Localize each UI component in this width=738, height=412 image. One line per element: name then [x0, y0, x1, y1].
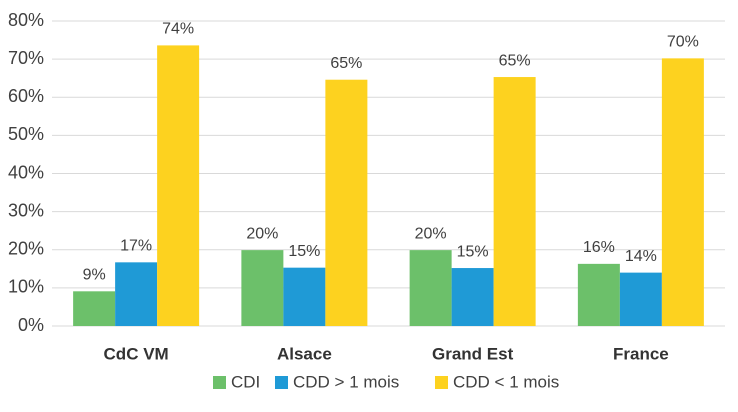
bar — [493, 77, 536, 326]
bar — [451, 268, 494, 326]
y-tick-label: 0% — [18, 315, 44, 335]
x-tick-label: France — [613, 344, 669, 363]
value-label: 9% — [83, 267, 106, 284]
value-label: 20% — [415, 225, 447, 242]
legend-swatch — [435, 376, 448, 389]
value-label: 65% — [330, 55, 362, 72]
bar — [661, 58, 704, 327]
bar — [73, 291, 116, 326]
x-tick-label: Grand Est — [432, 344, 514, 363]
y-tick-label: 80% — [8, 10, 44, 30]
bar — [157, 45, 200, 327]
legend-label: CDI — [231, 372, 260, 391]
bar — [409, 250, 452, 326]
value-label: 65% — [499, 52, 531, 69]
y-tick-label: 70% — [8, 48, 44, 68]
legend-label: CDD < 1 mois — [453, 372, 559, 391]
bar — [577, 263, 620, 326]
legend-swatch — [213, 376, 226, 389]
y-tick-label: 10% — [8, 277, 44, 297]
legend-swatch — [275, 376, 288, 389]
bar — [283, 267, 326, 326]
y-tick-label: 20% — [8, 239, 44, 259]
y-tick-label: 50% — [8, 124, 44, 144]
bar — [241, 250, 284, 326]
value-label: 17% — [120, 238, 152, 255]
legend-label: CDD > 1 mois — [293, 372, 399, 391]
x-tick-label: Alsace — [277, 344, 332, 363]
y-tick-label: 40% — [8, 162, 44, 182]
bar — [325, 79, 368, 327]
value-label: 74% — [162, 21, 194, 38]
bar — [115, 262, 158, 326]
value-label: 70% — [667, 34, 699, 51]
value-label: 14% — [625, 248, 657, 265]
x-tick-label: CdC VM — [104, 344, 169, 363]
value-label: 15% — [457, 243, 489, 260]
value-label: 15% — [288, 243, 320, 260]
y-tick-label: 30% — [8, 200, 44, 220]
value-label: 20% — [246, 225, 278, 242]
bar — [619, 272, 662, 326]
value-label: 16% — [583, 239, 615, 256]
y-tick-label: 60% — [8, 86, 44, 106]
